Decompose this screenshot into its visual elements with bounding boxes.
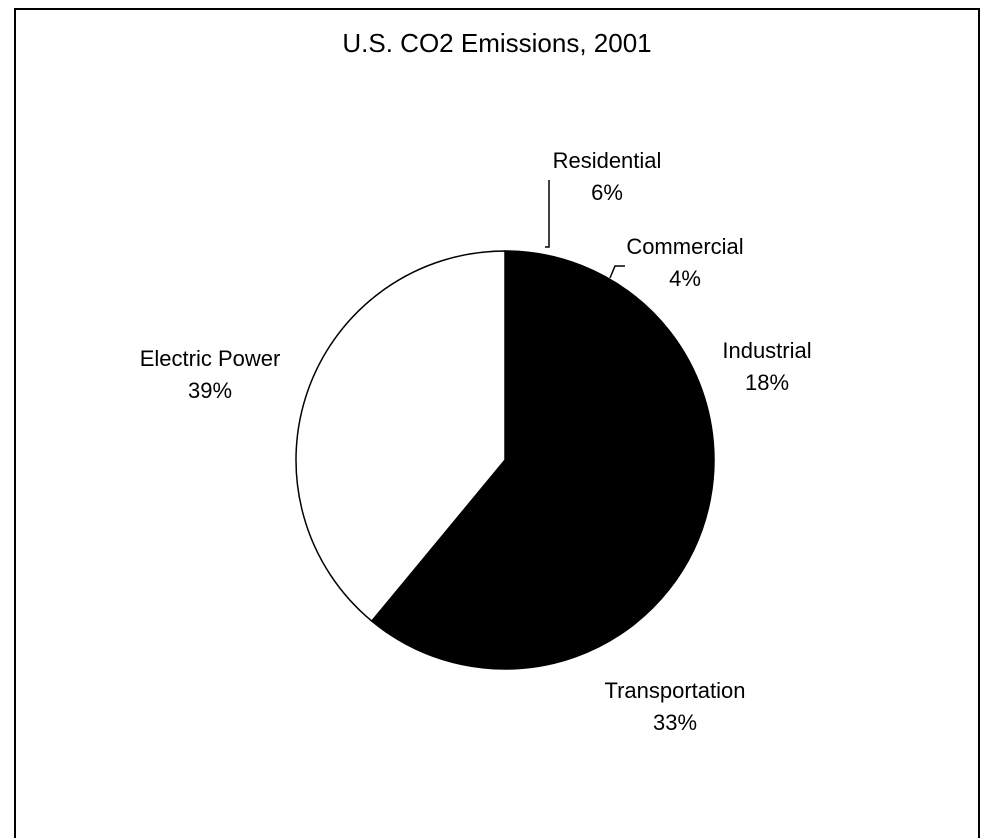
slice-percent-electric-power: 39% (188, 378, 232, 403)
slice-label-residential: Residential (553, 148, 662, 173)
slice-label-transportation: Transportation (604, 678, 745, 703)
slice-label-electric-power: Electric Power (140, 346, 281, 371)
chart-title: U.S. CO2 Emissions, 2001 (342, 28, 651, 58)
slice-percent-transportation: 33% (653, 710, 697, 735)
slice-label-industrial: Industrial (722, 338, 811, 363)
slice-label-commercial: Commercial (626, 234, 743, 259)
pie-slice-transportation (370, 459, 712, 670)
leader-line-residential (545, 180, 550, 248)
slice-percent-commercial: 4% (669, 266, 701, 291)
slice-percent-industrial: 18% (745, 370, 789, 395)
leader-line-commercial (609, 265, 625, 279)
slice-percent-residential: 6% (591, 180, 623, 205)
pie-slice-electric-power (295, 250, 506, 623)
pie-slice-industrial (503, 289, 715, 501)
